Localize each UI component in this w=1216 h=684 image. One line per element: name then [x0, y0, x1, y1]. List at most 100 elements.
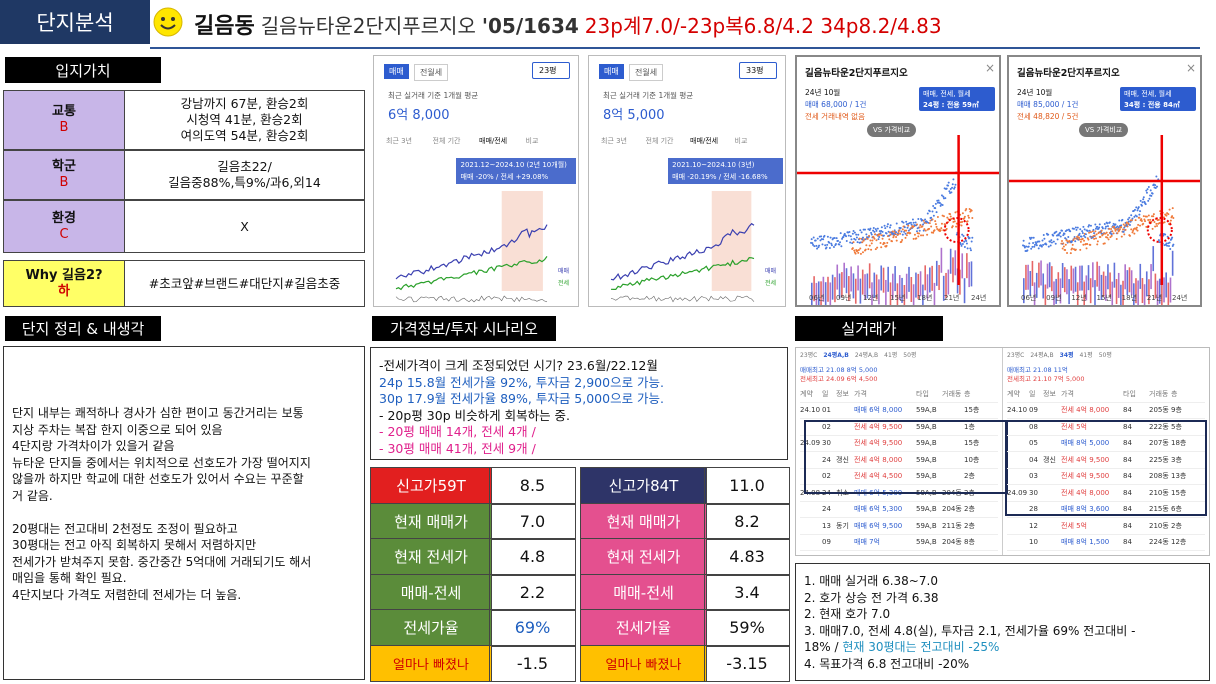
- sale-dot: [1094, 227, 1097, 230]
- rent-dot: [967, 214, 970, 217]
- rent-dot: [961, 220, 964, 223]
- sale-dot: [945, 187, 948, 190]
- sale-dot: [825, 246, 828, 249]
- sale-dot: [1130, 214, 1133, 217]
- rent-dot: [920, 234, 923, 237]
- sale-dot: [818, 244, 821, 247]
- sale-dot: [940, 194, 943, 197]
- transaction-row: 24.10 09 전세 4억 8,000 84 205동 9층: [1007, 403, 1205, 419]
- sale-dot: [1072, 227, 1075, 230]
- cell: 매매 6억 9,500: [854, 521, 903, 530]
- year-label: 21년: [1146, 294, 1163, 302]
- volume-bar: [1061, 262, 1064, 288]
- volume-bar: [898, 275, 901, 301]
- volume-bar: [949, 248, 952, 274]
- volume-line: [395, 295, 548, 303]
- rent-dot: [1077, 236, 1080, 239]
- sale-dot: [870, 231, 873, 234]
- rent-dot: [970, 209, 973, 212]
- transactions-label: 실거래가: [795, 316, 943, 341]
- sale-dot: [950, 191, 953, 194]
- rent-dot: [892, 236, 895, 239]
- rent-dot: [859, 252, 862, 255]
- trade-chart: 길음뉴타운2단지푸르지오 × 24년 10월 매매 68,000 / 1건 전세 거래내…: [795, 55, 1001, 307]
- cell: 18층: [1171, 439, 1187, 448]
- rent-dot: [926, 233, 929, 236]
- sale-dot: [928, 210, 931, 213]
- rent-dot: [1094, 237, 1097, 240]
- record-high: 매매최고 21.08 11억: [1007, 366, 1068, 374]
- sale-dot: [905, 220, 908, 223]
- cell: 84: [1123, 555, 1149, 556]
- volume-bar: [831, 274, 834, 300]
- filter-type: 매매, 전세, 월세: [1124, 90, 1172, 98]
- price-graph: [610, 191, 755, 303]
- cell: 3층: [1171, 455, 1182, 464]
- volume-bar: [1133, 283, 1135, 305]
- sale: 매매 68,000 / 1건: [805, 100, 867, 109]
- focus-circle: [1146, 217, 1173, 243]
- rent-line: [610, 256, 755, 290]
- sale-dot: [1142, 196, 1145, 199]
- sale-dot: [1141, 201, 1144, 204]
- tab-active: 매매: [599, 64, 624, 79]
- cell: 03: [1029, 472, 1038, 481]
- sale-dot: [1035, 242, 1038, 245]
- note-line: 4단지랑 가격차이가 있을거 같음: [12, 439, 175, 453]
- cell: 12: [1029, 521, 1038, 530]
- volume-bar: [836, 264, 839, 290]
- period-tab: 매매/전세: [479, 137, 508, 145]
- sale-dot: [821, 243, 824, 246]
- rent-dot: [1171, 207, 1174, 210]
- rent-dot: [931, 218, 934, 221]
- location-key: 환경 C: [3, 200, 125, 253]
- rent-dot: [1152, 215, 1155, 218]
- rent-dot: [899, 232, 902, 235]
- rent-dot: [1113, 225, 1116, 228]
- sale-dot: [1158, 241, 1161, 244]
- period-tab: 최근 3년: [386, 137, 412, 145]
- volume-bar: [1051, 266, 1053, 292]
- rent-dot: [883, 242, 886, 245]
- sale-dot: [899, 226, 902, 229]
- volume-bar: [1145, 271, 1148, 297]
- volume-bar: [947, 269, 950, 295]
- cell: 매매 7억: [854, 538, 880, 547]
- location-row: 환경 C X: [3, 200, 365, 253]
- volume-bar: [917, 273, 920, 299]
- metric-value: 59%: [704, 609, 790, 647]
- rent-dot: [1064, 249, 1067, 252]
- sale-dot: [881, 230, 884, 233]
- location-key: 교통 B: [3, 90, 125, 150]
- sale-dot: [861, 236, 864, 239]
- rent-dot: [1089, 231, 1092, 234]
- column: 층: [964, 389, 971, 398]
- sale-dot: [1067, 235, 1070, 238]
- cell: 전세 4억 8,000: [1061, 488, 1110, 497]
- filter-area: 34평 : 전용 84㎡: [1124, 101, 1180, 109]
- sale-dot: [1074, 240, 1077, 243]
- size-tab: 23평C: [1007, 352, 1025, 359]
- volume-bar: [850, 266, 852, 292]
- sale-dot: [852, 230, 855, 233]
- chart-title: 길음뉴타운2단지푸르지오: [805, 68, 908, 79]
- volume-bar: [1094, 280, 1096, 305]
- sale-dot: [1026, 249, 1029, 252]
- metric-name: 얼마나 빠졌나: [580, 644, 707, 682]
- location-detail: 강남까지 67분, 환승2회 시청역 41분, 환승2회 여의도역 54분, 환승2…: [125, 90, 365, 150]
- cell: 84: [1123, 472, 1132, 481]
- volume-bar: [1070, 265, 1073, 291]
- metric-name: 매매-전세: [370, 573, 492, 611]
- detail-line: 길음초22/: [217, 159, 272, 174]
- rent-dot: [1171, 215, 1174, 218]
- volume-bar: [1066, 269, 1068, 295]
- sale-dot: [947, 181, 950, 184]
- rent-dot: [955, 225, 958, 228]
- volume-bar: [1040, 260, 1042, 286]
- rent-dot: [874, 248, 877, 251]
- volume-bar: [922, 284, 924, 305]
- transaction-row: 04 갱신 전세 4억 9,500 84 225동 3층: [1007, 452, 1205, 469]
- volume-bar: [1171, 250, 1174, 276]
